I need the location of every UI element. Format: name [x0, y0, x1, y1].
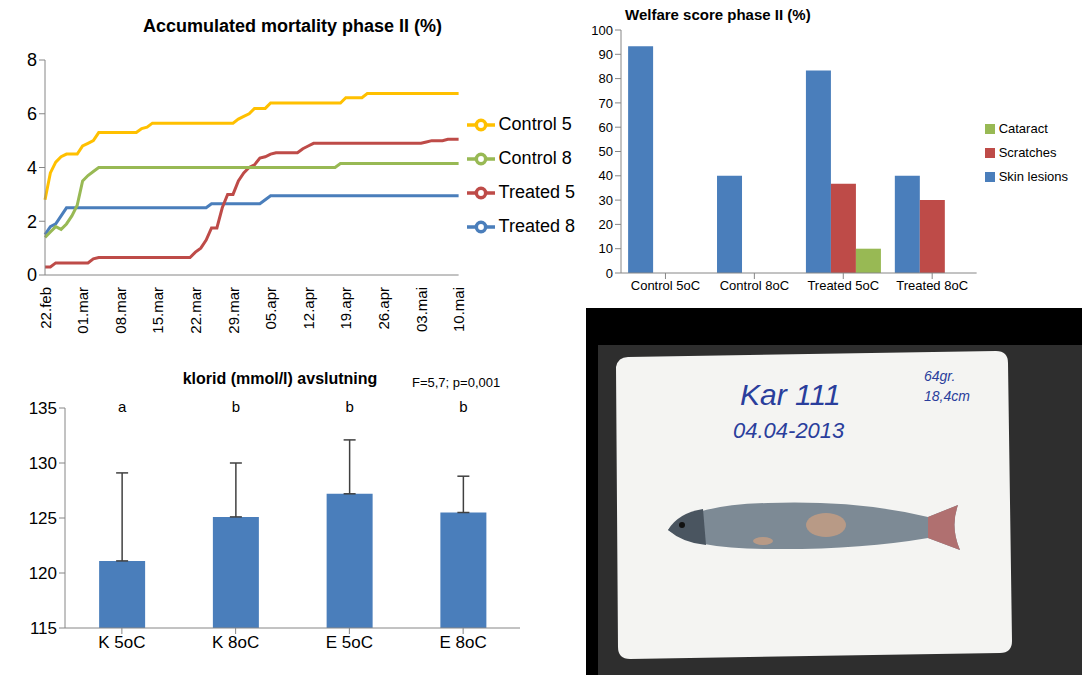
svg-text:19.apr: 19.apr — [337, 287, 354, 330]
svg-text:50: 50 — [599, 144, 613, 159]
svg-text:100: 100 — [591, 23, 613, 38]
svg-text:12.apr: 12.apr — [300, 287, 317, 330]
svg-text:Treated 8oC: Treated 8oC — [896, 278, 968, 293]
svg-text:6: 6 — [27, 104, 37, 124]
svg-text:0: 0 — [27, 265, 37, 285]
svg-text:29.mar: 29.mar — [225, 287, 242, 334]
svg-text:125: 125 — [29, 509, 57, 528]
svg-text:K 8oC: K 8oC — [212, 633, 259, 652]
svg-text:a: a — [118, 398, 127, 415]
html-text:Treated 8: Treated 8 — [498, 216, 575, 236]
svg-text:64gr.: 64gr. — [924, 368, 955, 384]
svg-text:10.mai: 10.mai — [450, 287, 467, 332]
html-text:klorid (mmol/l) avslutning: klorid (mmol/l) avslutning — [182, 370, 378, 387]
svg-text:130: 130 — [29, 454, 57, 473]
svg-text:26.apr: 26.apr — [375, 287, 392, 330]
svg-text:15.mar: 15.mar — [149, 287, 166, 334]
html-text:Control 5: Control 5 — [498, 114, 572, 134]
svg-text:20: 20 — [599, 217, 613, 232]
svg-text:70: 70 — [599, 96, 613, 111]
svg-text:4: 4 — [27, 158, 37, 178]
svg-text:80: 80 — [599, 71, 613, 86]
svg-text:60: 60 — [599, 120, 613, 135]
svg-text:04.04-2013: 04.04-2013 — [733, 418, 845, 443]
svg-text:22.feb: 22.feb — [37, 287, 54, 329]
svg-text:Treated 5oC: Treated 5oC — [807, 278, 879, 293]
html-text:Scratches: Scratches — [998, 144, 1057, 160]
svg-text:115: 115 — [30, 619, 57, 638]
svg-text:Control 8oC: Control 8oC — [720, 278, 789, 293]
svg-text:b: b — [232, 398, 240, 415]
svg-text:40: 40 — [599, 168, 613, 183]
html-text:F=5,7; p=0,001: F=5,7; p=0,001 — [412, 375, 501, 390]
svg-text:E 5oC: E 5oC — [326, 633, 373, 652]
html-text:Control 8: Control 8 — [498, 148, 572, 168]
svg-text:b: b — [459, 398, 467, 415]
svg-text:120: 120 — [29, 564, 57, 583]
svg-text:10: 10 — [599, 241, 613, 256]
svg-text:30: 30 — [599, 193, 613, 208]
svg-text:K 5oC: K 5oC — [98, 633, 145, 652]
html-text:Welfare score phase II (%): Welfare score phase II (%) — [625, 6, 811, 23]
svg-text:2: 2 — [27, 212, 37, 232]
html-text:Treated 5: Treated 5 — [498, 182, 575, 202]
html-text:Cataract: Cataract — [998, 120, 1048, 136]
html-text:Skin lesions: Skin lesions — [998, 168, 1068, 184]
svg-text:18,4cm: 18,4cm — [924, 388, 970, 404]
svg-text:03.mai: 03.mai — [413, 287, 430, 332]
svg-text:135: 135 — [29, 399, 57, 418]
svg-text:0: 0 — [606, 266, 613, 281]
svg-text:01.mar: 01.mar — [74, 287, 91, 334]
svg-text:Kar 111: Kar 111 — [740, 378, 841, 411]
svg-text:b: b — [345, 398, 353, 415]
svg-text:E 8oC: E 8oC — [440, 633, 487, 652]
svg-text:05.apr: 05.apr — [262, 287, 279, 330]
svg-text:Control 5oC: Control 5oC — [631, 278, 700, 293]
svg-text:90: 90 — [599, 47, 613, 62]
svg-text:22.mar: 22.mar — [187, 287, 204, 334]
svg-text:08.mar: 08.mar — [112, 287, 129, 334]
html-text:Accumulated mortality phase II: Accumulated mortality phase II (%) — [143, 16, 442, 36]
svg-text:8: 8 — [27, 50, 37, 70]
